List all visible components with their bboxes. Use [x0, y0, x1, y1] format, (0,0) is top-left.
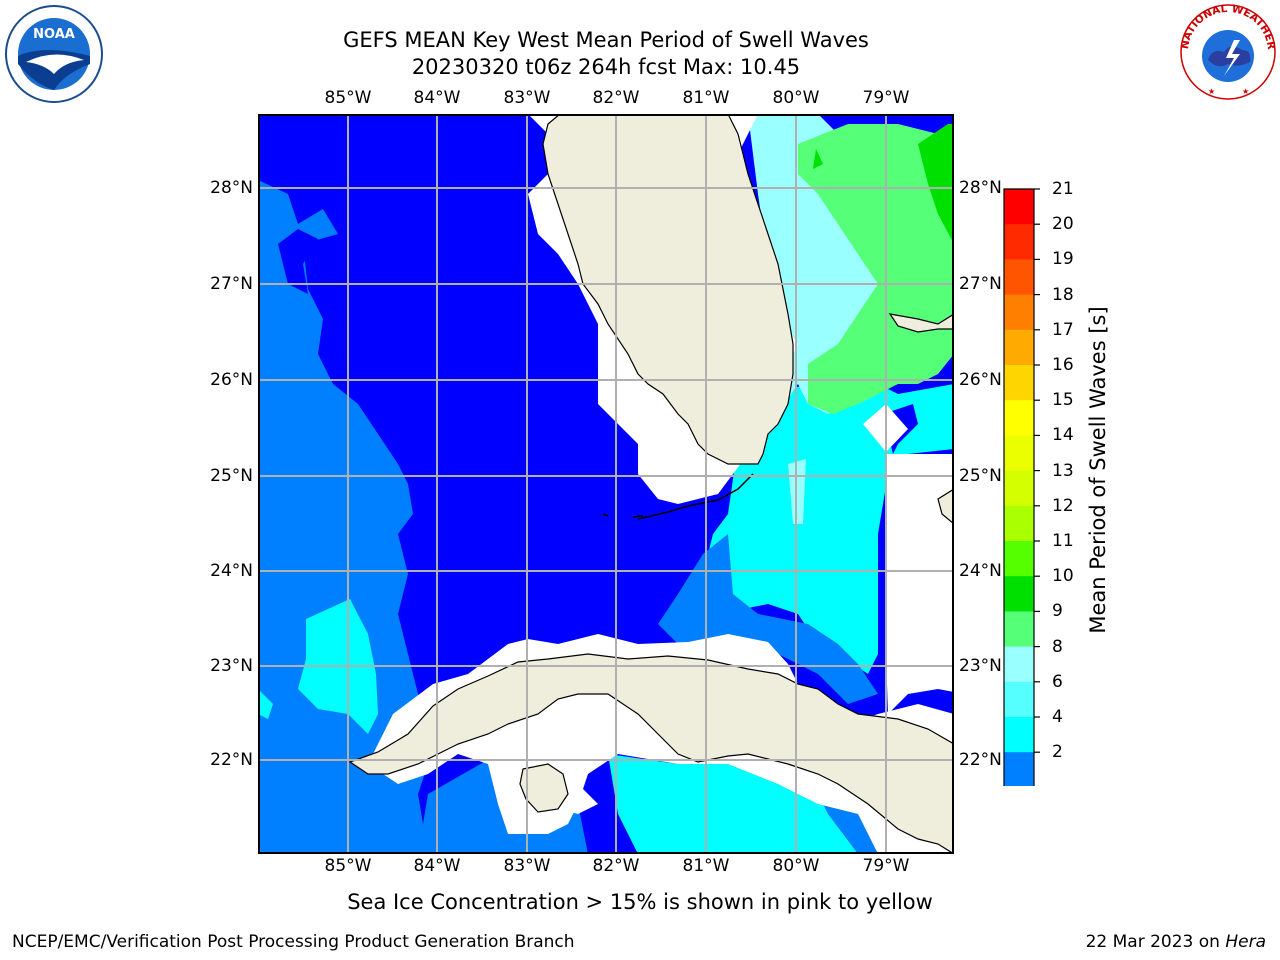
lon-label-top: 80°W — [772, 88, 820, 108]
ocean-bright-green — [918, 124, 954, 244]
lon-label-top: 79°W — [862, 88, 910, 108]
colorbar-segment — [1004, 752, 1034, 786]
colorbar-segment — [1004, 259, 1034, 296]
svg-text:★: ★ — [1242, 87, 1249, 96]
colorbar-segment — [1004, 717, 1034, 753]
colorbar-segment — [1004, 576, 1034, 612]
lat-label-right: 24°N — [959, 561, 1002, 581]
svg-text:★: ★ — [1208, 87, 1215, 96]
colorbar-segment — [1004, 224, 1034, 260]
land-florida-keys — [602, 473, 754, 520]
ocean-green-east — [798, 124, 954, 414]
colorbar — [1003, 188, 1040, 786]
lat-label-left: 27°N — [210, 274, 253, 294]
land-isla-juventud — [519, 763, 569, 813]
ocean-deep-west-spot — [278, 229, 318, 294]
lat-label-right: 26°N — [959, 370, 1002, 390]
noaa-logo-icon: NOAA — [4, 4, 104, 104]
lon-label-bottom: 79°W — [862, 856, 910, 876]
colorbar-frame — [1003, 188, 1035, 786]
colorbar-tick-label: 11 — [1052, 531, 1074, 551]
lat-label-left: 23°N — [210, 656, 253, 676]
lat-label-right: 27°N — [959, 274, 1002, 294]
land-bahamas-south — [937, 488, 954, 525]
lon-label-top: 82°W — [592, 88, 640, 108]
lat-label-right: 23°N — [959, 656, 1002, 676]
ocean-cyan-southeast — [608, 754, 868, 854]
noaa-logo-text: NOAA — [33, 27, 75, 42]
colorbar-tick-label: 10 — [1052, 566, 1074, 587]
map-frame — [258, 114, 954, 854]
colorbar-tick-label: 17 — [1052, 319, 1074, 340]
ocean-mid-east — [658, 534, 878, 704]
lon-label-top: 84°W — [413, 88, 461, 108]
title-line-1: GEFS MEAN Key West Mean Period of Swell … — [343, 28, 869, 52]
ocean-mid-southeast — [818, 794, 878, 854]
title-line-2: 20230320 t06z 264h fcst Max: 10.45 — [411, 55, 801, 79]
colorbar-tick-label: 13 — [1052, 460, 1074, 481]
colorbar-label: Mean Period of Swell Waves [s] — [1086, 306, 1110, 634]
lat-label-left: 24°N — [210, 561, 253, 581]
sea-ice-footnote: Sea Ice Concentration > 15% is shown in … — [347, 890, 933, 914]
footer-credit: NCEP/EMC/Verification Post Processing Pr… — [12, 932, 575, 952]
ocean-cyan-west-edge — [258, 689, 273, 719]
lon-label-bottom: 80°W — [772, 856, 820, 876]
land-bahamas — [888, 313, 954, 333]
colorbar-segment — [1004, 505, 1034, 542]
footer-date: 22 Mar 2023 on Hera — [1086, 932, 1266, 952]
colorbar-tick-label: 16 — [1052, 355, 1074, 375]
colorbar-tick-label: 6 — [1052, 671, 1063, 692]
colorbar-segment — [1004, 435, 1034, 472]
colorbar-segment — [1004, 470, 1034, 507]
colorbar-tick-label: 8 — [1052, 636, 1063, 657]
lon-label-bottom: 82°W — [592, 856, 640, 876]
lat-label-left: 25°N — [210, 466, 253, 486]
land-florida — [542, 114, 794, 465]
colorbar-segment — [1004, 611, 1034, 648]
land-cuba — [348, 653, 954, 854]
colorbar-tick-label: 18 — [1052, 284, 1074, 305]
swell-period-map — [258, 114, 954, 854]
colorbar-tick-label: 15 — [1052, 390, 1074, 411]
lon-label-top: 83°W — [503, 88, 551, 108]
colorbar-tick-label: 19 — [1052, 249, 1074, 270]
lat-label-right: 22°N — [959, 750, 1002, 770]
colorbar-tick-label: 20 — [1052, 214, 1074, 235]
lat-label-right: 28°N — [959, 178, 1002, 198]
colorbar-segment — [1004, 329, 1034, 366]
colorbar-segment — [1004, 189, 1034, 225]
footer-date-text: 22 Mar 2023 on — [1085, 932, 1226, 952]
nodata-east-right — [886, 454, 954, 714]
colorbar-tick-label: 9 — [1052, 601, 1063, 622]
colorbar-segment — [1004, 365, 1034, 401]
lon-label-bottom: 85°W — [324, 856, 372, 876]
colorbar-tick-label: 2 — [1052, 742, 1063, 763]
colorbar-tick-label: 14 — [1052, 425, 1074, 446]
map-graticule — [258, 114, 954, 854]
footer-machine: Hera — [1225, 932, 1266, 952]
colorbar-segment — [1004, 646, 1034, 683]
ocean-bright-green-spot — [813, 149, 823, 169]
colorbar-tick-label: 4 — [1052, 707, 1063, 727]
lon-label-bottom: 83°W — [503, 856, 551, 876]
lat-label-left: 28°N — [210, 178, 253, 198]
lat-label-left: 22°N — [210, 750, 253, 770]
lon-label-bottom: 84°W — [413, 856, 461, 876]
nws-logo-icon: NATIONAL WEATHER SERVICE ★★ — [1174, 0, 1278, 102]
colorbar-segment — [1004, 541, 1034, 577]
colorbar-tick-label: 12 — [1052, 495, 1074, 516]
lat-label-left: 26°N — [210, 370, 253, 390]
colorbar-segment — [1004, 294, 1034, 331]
colorbar-segment — [1004, 400, 1034, 436]
colorbar-tick-label: 21 — [1052, 179, 1074, 199]
lon-label-top: 81°W — [682, 88, 730, 108]
lat-label-right: 25°N — [959, 466, 1002, 486]
lon-label-bottom: 81°W — [682, 856, 730, 876]
lon-label-top: 85°W — [324, 88, 372, 108]
colorbar-segment — [1004, 681, 1034, 718]
